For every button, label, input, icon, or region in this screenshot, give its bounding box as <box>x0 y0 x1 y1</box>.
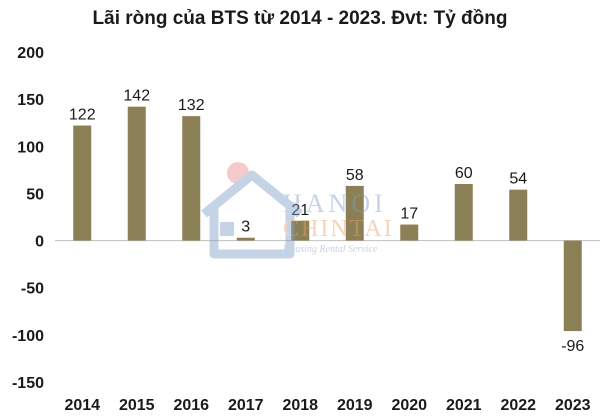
data-label: 3 <box>241 219 250 236</box>
watermark-sun-icon <box>227 162 249 184</box>
data-label: 58 <box>346 167 364 184</box>
y-tick-label: 50 <box>26 186 44 203</box>
watermark-house-icon <box>201 170 303 259</box>
bar <box>236 237 255 241</box>
x-tick-label: 2015 <box>119 397 155 414</box>
bar <box>291 220 310 241</box>
data-label: 17 <box>400 206 418 223</box>
bar <box>73 125 92 241</box>
bar <box>509 189 528 241</box>
y-tick-label: 100 <box>17 139 44 156</box>
bar <box>400 224 419 241</box>
y-tick-label: -100 <box>12 328 44 345</box>
y-tick-label: 0 <box>35 234 44 251</box>
watermark-tagline: Housing Rental Service <box>282 244 378 255</box>
y-axis: 200 150 100 50 0 -50 -100 -150 <box>12 45 44 392</box>
watermark-brand-line1: HANOI <box>283 189 387 218</box>
chart-title: Lãi ròng của BTS từ 2014 - 2023. Đvt: Tỷ… <box>92 8 508 29</box>
bar-series: 122 142 132 3 21 58 17 60 54 -96 <box>69 88 585 355</box>
data-label: 60 <box>455 165 473 182</box>
x-tick-label: 2021 <box>446 397 482 414</box>
bar <box>563 240 582 332</box>
data-label: 54 <box>509 171 527 188</box>
x-tick-label: 2020 <box>391 397 427 414</box>
data-label: -96 <box>561 338 584 355</box>
data-label: 132 <box>178 97 205 114</box>
watermark: HANOI CHINTAI Housing Rental Service <box>201 162 394 259</box>
x-tick-label: 2014 <box>64 397 100 414</box>
data-label: 122 <box>69 107 96 124</box>
y-tick-label: 200 <box>17 45 44 62</box>
x-axis: 2014 2015 2016 2017 2018 2019 2020 2021 2022 2023 <box>64 397 590 414</box>
x-tick-label: 2016 <box>173 397 209 414</box>
y-tick-label: -50 <box>21 281 44 298</box>
y-tick-label: 150 <box>17 92 44 109</box>
data-label: 21 <box>291 202 309 219</box>
x-tick-label: 2017 <box>228 397 264 414</box>
watermark-brand-line2: CHINTAI <box>283 216 394 242</box>
x-tick-label: 2023 <box>555 397 591 414</box>
bar <box>182 116 201 241</box>
x-tick-label: 2022 <box>500 397 536 414</box>
y-tick-label: -150 <box>12 375 44 392</box>
bar <box>127 106 146 241</box>
x-tick-label: 2018 <box>282 397 318 414</box>
x-tick-label: 2019 <box>337 397 373 414</box>
bar <box>345 185 364 241</box>
bar <box>454 184 473 241</box>
watermark-window-icon <box>220 222 234 236</box>
data-label: 142 <box>123 88 150 105</box>
